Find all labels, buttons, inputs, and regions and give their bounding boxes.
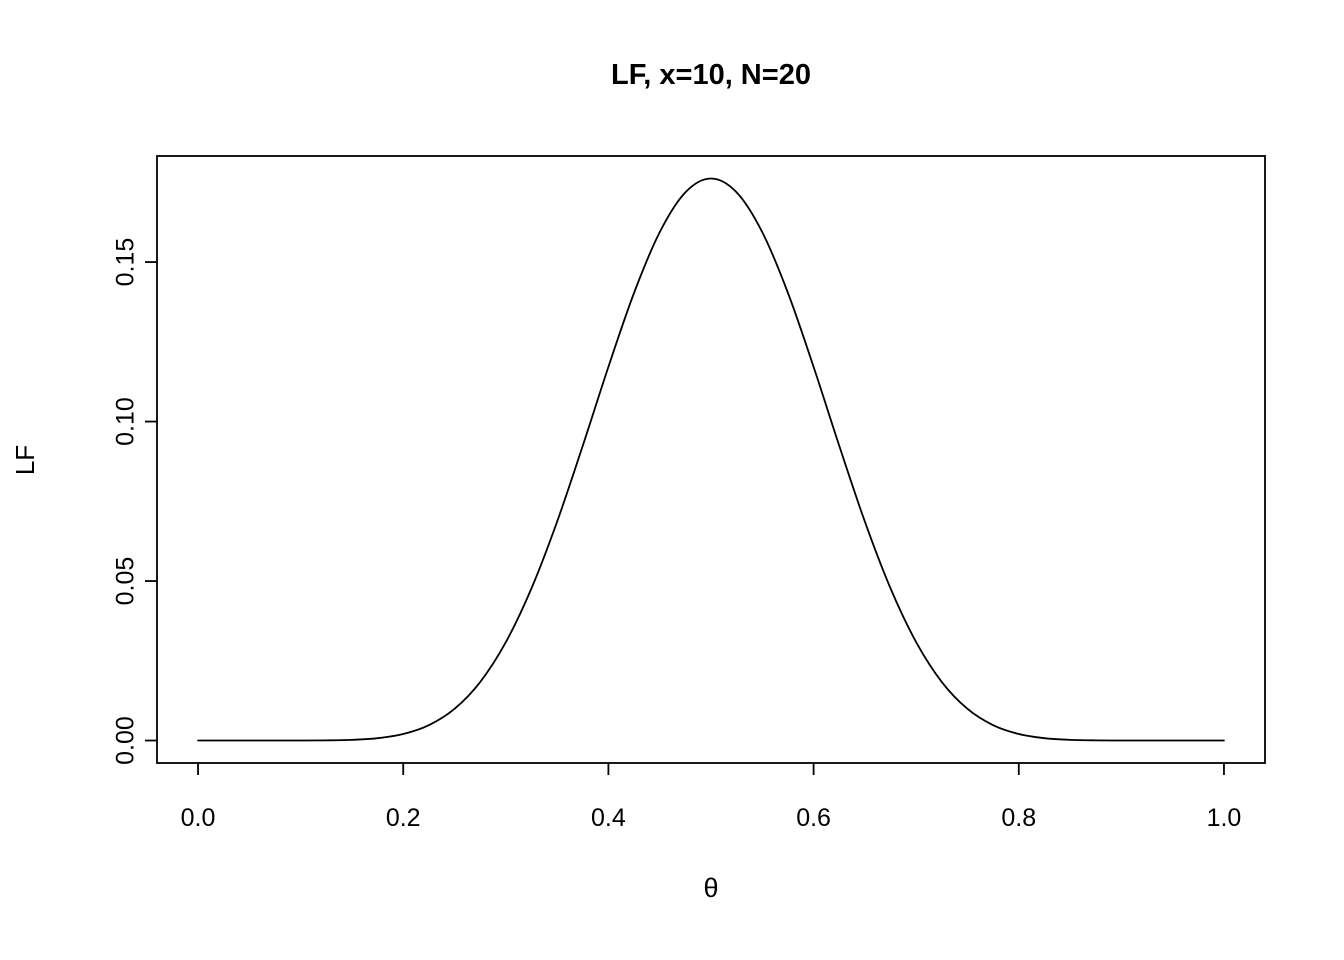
x-tick-label: 0.2 [386, 804, 421, 832]
x-axis-label: θ [703, 873, 718, 903]
plot-box [156, 155, 1266, 764]
plot-generated-layer: 0.0 0.2 0.4 0.6 0.8 1.0 0.00 0.05 0.10 0.15 [112, 155, 1266, 832]
chart-title: LF, x=10, N=20 [611, 59, 811, 91]
x-tick-label: 0.8 [1001, 804, 1036, 832]
x-tick-label: 0.4 [591, 804, 626, 832]
y-tick-label: 0.10 [112, 397, 140, 446]
x-tick-label: 0.0 [181, 804, 216, 832]
likelihood-curve [197, 177, 1225, 742]
y-tick-label: 0.00 [112, 716, 140, 765]
y-tick-label: 0.15 [112, 238, 140, 287]
y-tick-label: 0.05 [112, 557, 140, 606]
y-axis-label: LF [10, 445, 40, 475]
x-tick-label: 1.0 [1207, 804, 1242, 832]
x-tick-label: 0.6 [796, 804, 831, 832]
